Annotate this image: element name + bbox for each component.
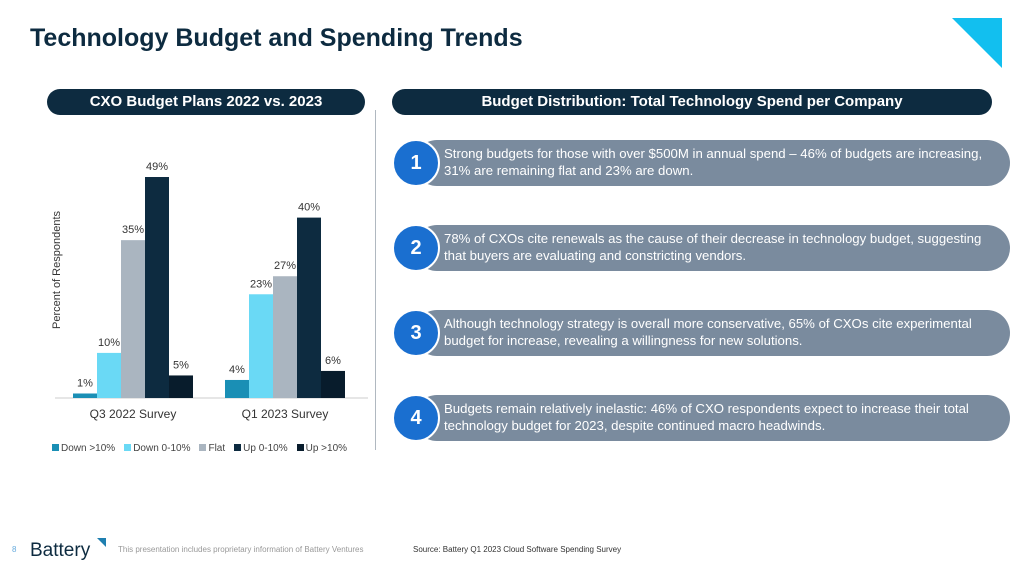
legend-item: Flat: [199, 443, 225, 454]
insight-item: 78% of CXOs cite renewals as the cause o…: [392, 224, 1010, 272]
insight-text: Budgets remain relatively inelastic: 46%…: [414, 395, 1010, 441]
legend-swatch: [52, 444, 59, 451]
budget-bar-chart: Percent of Respondents Q3 2022 Survey 1% 10…: [51, 161, 368, 421]
legend-item: Down >10%: [52, 443, 115, 454]
y-axis-label: Percent of Respondents: [51, 210, 63, 329]
bar: [249, 294, 273, 398]
data-label: 35%: [122, 224, 144, 236]
data-label: 27%: [274, 260, 296, 272]
x-tick-label: Q3 2022 Survey: [90, 407, 177, 421]
bar: [321, 370, 345, 398]
data-label: 1%: [77, 377, 93, 389]
right-section-header: Budget Distribution: Total Technology Sp…: [392, 89, 992, 115]
disclaimer: This presentation includes proprietary i…: [118, 545, 364, 554]
insight-text: 78% of CXOs cite renewals as the cause o…: [414, 225, 1010, 271]
legend-label: Down >10%: [61, 443, 116, 454]
insight-item: Although technology strategy is overall …: [392, 309, 1010, 357]
data-label: 4%: [229, 364, 245, 376]
data-label: 10%: [98, 337, 120, 349]
data-label: 23%: [250, 278, 272, 290]
bar: [225, 379, 249, 398]
legend-item: Down 0-10%: [124, 443, 190, 454]
insight-number: 3: [392, 309, 440, 357]
bar: [73, 393, 97, 398]
insight-number: 1: [392, 139, 440, 187]
left-section-header: CXO Budget Plans 2022 vs. 2023: [47, 89, 365, 115]
legend-label: Flat: [208, 443, 226, 454]
legend-label: Up 0-10%: [243, 443, 288, 454]
legend-swatch: [296, 444, 304, 451]
chart-legend: Down >10% Down 0-10% Flat Up 0-10% Up >10%: [52, 443, 347, 454]
legend-swatch: [124, 444, 132, 451]
insight-text: Strong budgets for those with over $500M…: [414, 140, 1010, 186]
bar: [273, 276, 297, 398]
data-label: 6%: [325, 355, 341, 367]
source-note: Source: Battery Q1 2023 Cloud Software S…: [413, 545, 622, 554]
legend-swatch: [199, 444, 207, 451]
section-divider: [375, 110, 376, 450]
x-tick-label: Q1 2023 Survey: [242, 407, 329, 421]
page-title: Technology Budget and Spending Trends: [30, 24, 523, 52]
battery-logo: Battery: [30, 540, 91, 561]
insight-number: 4: [392, 394, 440, 442]
legend-item: Up 0-10%: [234, 443, 288, 454]
data-label: 5%: [173, 359, 189, 371]
legend-label: Up >10%: [305, 443, 348, 454]
page-number: 8: [12, 545, 17, 554]
legend-item: Up >10%: [296, 443, 348, 454]
data-label: 40%: [298, 202, 320, 214]
insight-item: Strong budgets for those with over $500M…: [392, 139, 1010, 187]
insight-number: 2: [392, 224, 440, 272]
data-label: 49%: [146, 161, 168, 173]
bar: [121, 240, 145, 398]
insight-text: Although technology strategy is overall …: [414, 310, 1010, 356]
legend-label: Down 0-10%: [133, 443, 191, 454]
logo-mark: [97, 538, 106, 547]
corner-logo-mark: [952, 18, 1002, 68]
bar: [145, 177, 169, 398]
insight-item: Budgets remain relatively inelastic: 46%…: [392, 394, 1010, 442]
bar: [297, 217, 321, 398]
legend-swatch: [234, 444, 242, 451]
bar: [169, 375, 193, 398]
bar: [97, 352, 121, 398]
